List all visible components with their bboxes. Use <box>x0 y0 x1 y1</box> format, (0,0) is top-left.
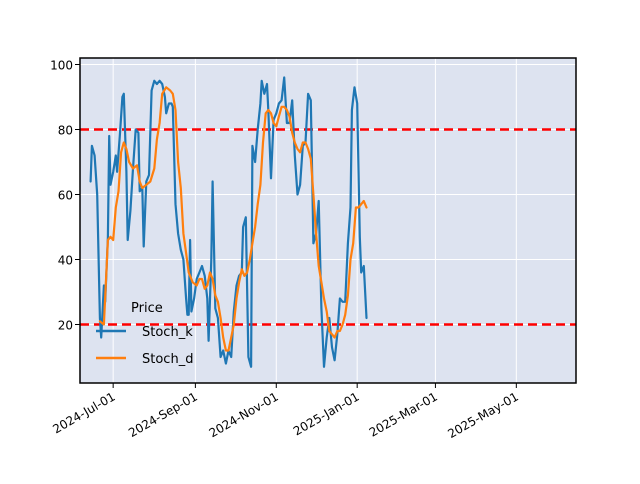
series-line-stoch-k <box>89 76 368 368</box>
x-tick-label: 2025-May-01 <box>445 389 520 441</box>
y-tick-label: 20 <box>58 319 73 333</box>
reference-lines <box>80 128 576 326</box>
y-axis-ticks: 20 40 60 80 100 <box>50 59 80 333</box>
plot-frame <box>79 57 577 384</box>
series-layer <box>89 76 368 368</box>
series-line-stoch-d <box>98 86 368 352</box>
legend: Price Stoch_k Stoch_d <box>96 301 193 367</box>
x-tick-label: 2025-Jan-01 <box>291 389 362 438</box>
x-tick-label: 2024-Nov-01 <box>207 389 281 440</box>
y-tick-label: 40 <box>58 254 73 268</box>
x-tick-label: 2025-Mar-01 <box>367 389 440 439</box>
y-tick-label: 80 <box>58 124 73 138</box>
x-tick-label: 2024-Jul-01 <box>50 389 117 436</box>
x-tick-label: 2024-Sep-01 <box>126 389 200 440</box>
y-tick-label: 60 <box>58 189 73 203</box>
x-axis-ticks: 2024-Jul-01 2024-Sep-01 2024-Nov-01 2025-Ja… <box>50 383 521 441</box>
legend-title: Price <box>131 301 163 316</box>
y-tick-label: 100 <box>50 59 73 73</box>
legend-label-stoch-d: Stoch_d <box>142 352 193 367</box>
legend-label-stoch-k: Stoch_k <box>142 325 193 340</box>
